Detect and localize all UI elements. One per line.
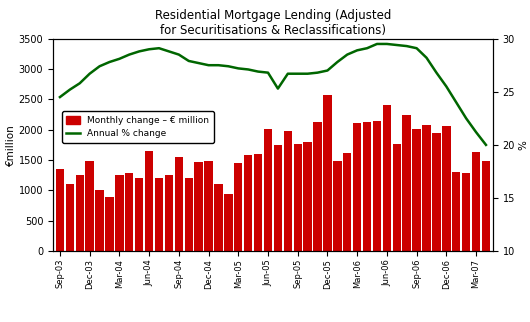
Bar	[412, 129, 421, 251]
Bar	[393, 144, 401, 251]
Bar	[343, 153, 351, 251]
Bar	[284, 131, 292, 251]
Bar	[273, 145, 282, 251]
Bar	[174, 157, 183, 251]
Bar	[363, 122, 372, 251]
Bar	[353, 123, 361, 251]
Bar	[214, 185, 223, 251]
Bar	[323, 95, 332, 251]
Bar	[105, 196, 113, 251]
Bar	[56, 169, 64, 251]
Bar	[224, 194, 233, 251]
Y-axis label: €million: €million	[6, 124, 16, 166]
Bar	[402, 115, 411, 251]
Bar	[472, 152, 480, 251]
Bar	[333, 161, 341, 251]
Bar	[452, 172, 461, 251]
Bar	[66, 185, 74, 251]
Bar	[135, 178, 144, 251]
Y-axis label: %: %	[518, 140, 528, 150]
Bar	[125, 174, 134, 251]
Bar	[184, 178, 193, 251]
Bar	[95, 190, 104, 251]
Bar	[85, 161, 94, 251]
Bar	[432, 133, 440, 251]
Bar	[482, 161, 490, 251]
Bar	[383, 105, 391, 251]
Bar	[264, 128, 272, 251]
Bar	[195, 162, 203, 251]
Bar	[442, 126, 450, 251]
Title: Residential Mortgage Lending (Adjusted
for Securitisations & Reclassifications): Residential Mortgage Lending (Adjusted f…	[155, 9, 391, 37]
Bar	[313, 122, 322, 251]
Bar	[155, 178, 163, 251]
Bar	[244, 155, 252, 251]
Bar	[205, 161, 213, 251]
Bar	[145, 151, 153, 251]
Bar	[76, 175, 84, 251]
Bar	[254, 154, 262, 251]
Bar	[422, 125, 431, 251]
Bar	[462, 174, 470, 251]
Bar	[165, 175, 173, 251]
Bar	[115, 175, 123, 251]
Bar	[303, 142, 312, 251]
Bar	[373, 121, 381, 251]
Legend: Monthly change – € million, Annual % change: Monthly change – € million, Annual % cha…	[62, 111, 214, 143]
Bar	[234, 163, 243, 251]
Bar	[294, 144, 302, 251]
